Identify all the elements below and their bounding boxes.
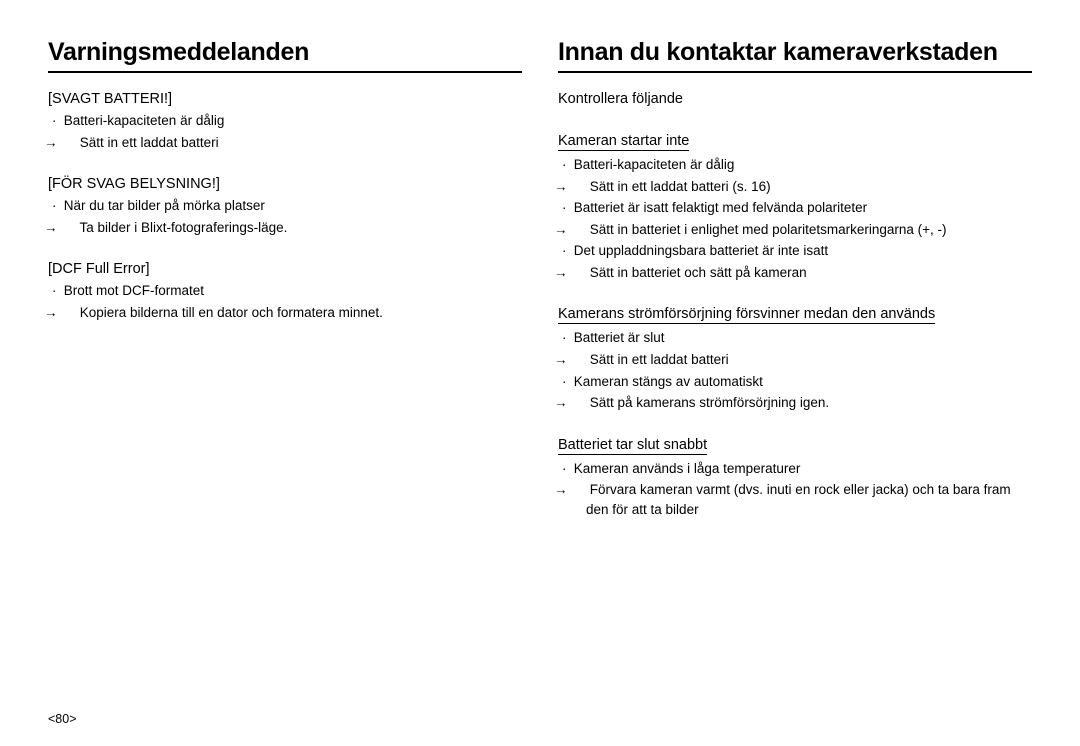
- right-intro: Kontrollera följande: [558, 91, 1032, 107]
- arrow-line: → Kopiera bilderna till en dator och for…: [48, 303, 522, 323]
- bullet-item: · Batteriet är isatt felaktigt med felvä…: [558, 198, 1032, 218]
- bullet-item: · Kameran används i låga temperaturer: [558, 459, 1032, 479]
- section-title: [DCF Full Error]: [48, 261, 522, 277]
- section-title: Kameran startar inte: [558, 133, 689, 151]
- arrow-line: → Förvara kameran varmt (dvs. inuti en r…: [558, 480, 1032, 519]
- right-column: Innan du kontaktar kameraverkstaden Kont…: [540, 38, 1032, 726]
- section-title: [SVAGT BATTERI!]: [48, 91, 522, 107]
- arrow-line: → Sätt in batteriet i enlighet med polar…: [558, 220, 1032, 240]
- bullet-item: · Det uppladdningsbara batteriet är inte…: [558, 241, 1032, 261]
- arrow-line: → Sätt på kamerans strömförsörjning igen…: [558, 393, 1032, 413]
- left-sections: [SVAGT BATTERI!] · Batteri-kapaciteten är…: [48, 91, 522, 332]
- arrow-line: → Sätt in batteriet och sätt på kameran: [558, 263, 1032, 283]
- bullet-item: · Batteri-kapaciteten är dålig: [48, 111, 522, 131]
- right-heading: Innan du kontaktar kameraverkstaden: [558, 38, 1032, 73]
- right-sections: Kameran startar inte · Batteri-kapacitete…: [558, 119, 1032, 529]
- arrow-line: → Ta bilder i Blixt-fotograferings-läge.: [48, 218, 522, 238]
- arrow-line: → Sätt in ett laddat batteri (s. 16): [558, 177, 1032, 197]
- arrow-line: → Sätt in ett laddat batteri: [48, 133, 522, 153]
- bullet-item: · Brott mot DCF-formatet: [48, 281, 522, 301]
- bullet-item: · När du tar bilder på mörka platser: [48, 196, 522, 216]
- section-title: Batteriet tar slut snabbt: [558, 437, 707, 455]
- left-column: Varningsmeddelanden [SVAGT BATTERI!] · Ba…: [48, 38, 540, 726]
- bullet-item: · Batteri-kapaciteten är dålig: [558, 155, 1032, 175]
- section-title: [FÖR SVAG BELYSNING!]: [48, 176, 522, 192]
- left-heading: Varningsmeddelanden: [48, 38, 522, 73]
- section-title: Kamerans strömförsörjning försvinner med…: [558, 306, 935, 324]
- bullet-item: · Kameran stängs av automatiskt: [558, 372, 1032, 392]
- manual-page: Varningsmeddelanden [SVAGT BATTERI!] · Ba…: [0, 0, 1080, 746]
- bullet-item: · Batteriet är slut: [558, 328, 1032, 348]
- page-number: <80>: [48, 712, 77, 726]
- arrow-line: → Sätt in ett laddat batteri: [558, 350, 1032, 370]
